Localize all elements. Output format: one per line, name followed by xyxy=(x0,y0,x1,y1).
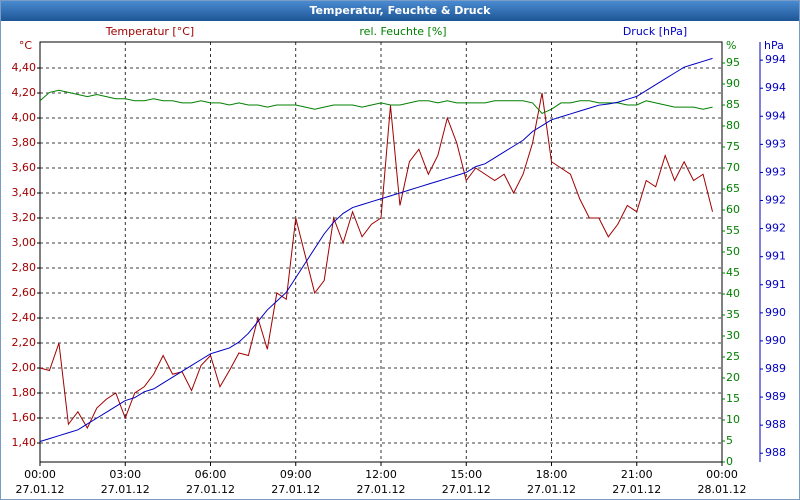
y3-unit: hPa xyxy=(764,39,784,52)
y-tick-label: 2,80 xyxy=(12,261,37,274)
y3-tick-label: 988 xyxy=(765,418,786,431)
x-tick-label: 09:00 xyxy=(280,468,312,481)
y3-tick-label: 989 xyxy=(765,362,786,375)
y3-tick-label: 993 xyxy=(765,137,786,150)
y-tick-label: 3,40 xyxy=(12,186,37,199)
x-tick-label: 00:00 xyxy=(706,468,738,481)
y2-tick-label: 35 xyxy=(726,308,740,321)
x-tick-label: 00:00 xyxy=(24,468,56,481)
y3-tick-label: 991 xyxy=(765,250,786,263)
series-line xyxy=(39,89,713,115)
y2-tick-label: 5 xyxy=(726,434,733,447)
x-tick-date: 28.01.12 xyxy=(698,483,747,496)
y-tick-label: 3,20 xyxy=(12,211,37,224)
y2-tick-label: 40 xyxy=(726,287,740,300)
y3-tick-label: 992 xyxy=(765,222,786,235)
y-tick-label: 1,60 xyxy=(12,411,37,424)
y2-tick-label: 85 xyxy=(726,98,740,111)
y2-unit: % xyxy=(726,39,736,52)
y2-tick-label: 15 xyxy=(726,392,740,405)
x-tick-label: 21:00 xyxy=(621,468,653,481)
x-tick-label: 15:00 xyxy=(450,468,482,481)
y-tick-label: 4,00 xyxy=(12,111,37,124)
y2-tick-label: 90 xyxy=(726,77,740,90)
y3-tick-label: 994 xyxy=(765,81,786,94)
y3-tick-label: 992 xyxy=(765,194,786,207)
y-tick-label: 3,60 xyxy=(12,161,37,174)
y2-tick-label: 70 xyxy=(726,161,740,174)
legend-label: rel. Feuchte [%] xyxy=(359,25,446,38)
x-tick-date: 27.01.12 xyxy=(271,483,320,496)
x-tick-date: 27.01.12 xyxy=(186,483,235,496)
x-tick-label: 12:00 xyxy=(365,468,397,481)
y2-tick-label: 25 xyxy=(726,350,740,363)
y-tick-label: 1,40 xyxy=(12,436,37,449)
y2-tick-label: 95 xyxy=(726,56,740,69)
x-tick-date: 27.01.12 xyxy=(16,483,65,496)
y-tick-label: 2,00 xyxy=(12,361,37,374)
series-line xyxy=(39,92,714,430)
y-tick-label: 4,20 xyxy=(12,86,37,99)
y3-tick-label: 993 xyxy=(765,165,786,178)
y3-tick-label: 990 xyxy=(765,334,786,347)
y2-tick-label: 30 xyxy=(726,329,740,342)
x-tick-date: 27.01.12 xyxy=(357,483,406,496)
y3-tick-label: 988 xyxy=(765,446,786,459)
y2-tick-label: 20 xyxy=(726,371,740,384)
series-line xyxy=(39,57,713,443)
x-tick-date: 27.01.12 xyxy=(101,483,150,496)
y3-tick-label: 990 xyxy=(765,306,786,319)
title-bar xyxy=(1,1,799,21)
y-tick-label: 3,80 xyxy=(12,136,37,149)
y2-tick-label: 45 xyxy=(726,266,740,279)
x-tick-label: 03:00 xyxy=(109,468,141,481)
y2-tick-label: 60 xyxy=(726,203,740,216)
y-tick-label: 2,60 xyxy=(12,286,37,299)
y3-tick-label: 989 xyxy=(765,390,786,403)
y2-tick-label: 75 xyxy=(726,140,740,153)
y-tick-label: 1,80 xyxy=(12,386,37,399)
legend-label: Temperatur [°C] xyxy=(105,25,194,38)
y3-tick-label: 994 xyxy=(765,53,786,66)
x-tick-date: 27.01.12 xyxy=(612,483,661,496)
y2-tick-label: 0 xyxy=(726,455,733,468)
y-unit: °C xyxy=(19,39,33,52)
y2-tick-label: 80 xyxy=(726,119,740,132)
x-tick-date: 27.01.12 xyxy=(442,483,491,496)
y2-tick-label: 50 xyxy=(726,245,740,258)
y-tick-label: 4,40 xyxy=(12,61,37,74)
y3-tick-label: 991 xyxy=(765,278,786,291)
y3-tick-label: 994 xyxy=(765,109,786,122)
x-tick-label: 06:00 xyxy=(195,468,227,481)
x-tick-date: 27.01.12 xyxy=(527,483,576,496)
y-tick-label: 2,40 xyxy=(12,311,37,324)
legend-label: Druck [hPa] xyxy=(623,25,687,38)
y2-tick-label: 10 xyxy=(726,413,740,426)
x-tick-label: 18:00 xyxy=(536,468,568,481)
y2-tick-label: 65 xyxy=(726,182,740,195)
chart-title: Temperatur, Feuchte & Druck xyxy=(310,4,492,17)
y-tick-label: 3,00 xyxy=(12,236,37,249)
y2-tick-label: 55 xyxy=(726,224,740,237)
y-tick-label: 2,20 xyxy=(12,336,37,349)
